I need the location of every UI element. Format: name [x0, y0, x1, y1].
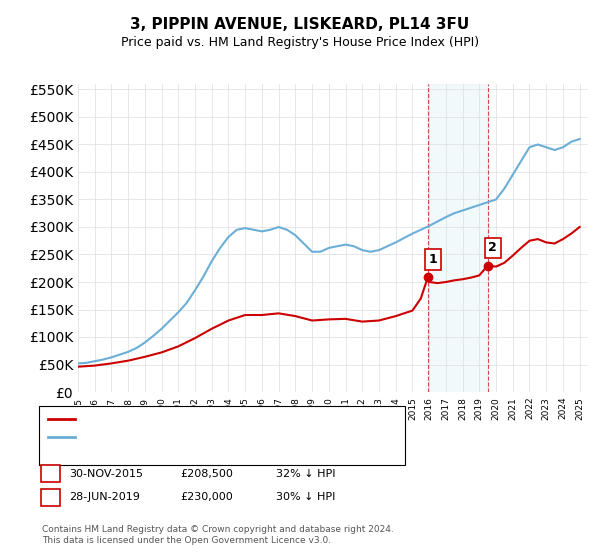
Text: 3, PIPPIN AVENUE, LISKEARD, PL14 3FU: 3, PIPPIN AVENUE, LISKEARD, PL14 3FU	[130, 17, 470, 32]
Text: 2: 2	[46, 492, 53, 502]
Text: 32% ↓ HPI: 32% ↓ HPI	[276, 469, 335, 479]
Text: 1: 1	[428, 253, 437, 266]
Text: 28-JUN-2019: 28-JUN-2019	[69, 492, 140, 502]
Text: £230,000: £230,000	[180, 492, 233, 502]
Text: Contains HM Land Registry data © Crown copyright and database right 2024.
This d: Contains HM Land Registry data © Crown c…	[42, 525, 394, 545]
Bar	[428, 84, 488, 392]
Text: 30-NOV-2015: 30-NOV-2015	[69, 469, 143, 479]
Text: 30% ↓ HPI: 30% ↓ HPI	[276, 492, 335, 502]
Text: 2: 2	[488, 241, 497, 254]
Text: £208,500: £208,500	[180, 469, 233, 479]
Text: 3, PIPPIN AVENUE, LISKEARD, PL14 3FU (detached house): 3, PIPPIN AVENUE, LISKEARD, PL14 3FU (de…	[78, 414, 376, 424]
Text: HPI: Average price, detached house, Cornwall: HPI: Average price, detached house, Corn…	[78, 432, 316, 442]
Text: Price paid vs. HM Land Registry's House Price Index (HPI): Price paid vs. HM Land Registry's House …	[121, 36, 479, 49]
Text: 1: 1	[46, 469, 53, 479]
